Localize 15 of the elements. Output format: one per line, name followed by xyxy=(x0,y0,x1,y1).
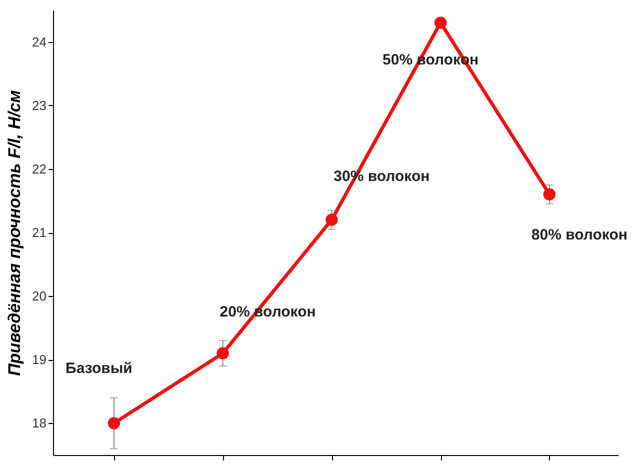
point xyxy=(108,417,120,430)
point xyxy=(543,188,556,200)
y-tick-label: 20 xyxy=(32,288,46,304)
y-tick-label: 24 xyxy=(32,34,46,50)
point xyxy=(434,16,447,29)
annotation: 80% волокон xyxy=(531,226,628,244)
y-tick-label: 21 xyxy=(32,225,46,240)
annotation: Базовый xyxy=(66,360,132,378)
y-axis-title: Приведённая прочность F/l, Н/см xyxy=(5,90,24,376)
y-tick-label: 18 xyxy=(32,416,46,431)
y-tick-label: 19 xyxy=(32,352,46,368)
y-tick-label: 23 xyxy=(32,98,46,113)
point xyxy=(326,214,338,226)
point xyxy=(216,347,229,360)
y-tick-label: 22 xyxy=(32,161,46,176)
